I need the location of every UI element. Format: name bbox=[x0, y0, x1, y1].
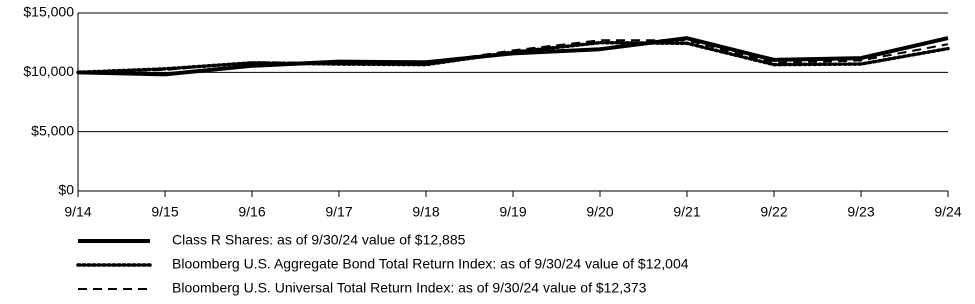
x-tick-label: 9/21 bbox=[673, 204, 700, 220]
x-tick-label: 9/15 bbox=[151, 204, 178, 220]
x-tick-label: 9/22 bbox=[760, 204, 787, 220]
legend-label: Class R Shares: as of 9/30/24 value of $… bbox=[172, 232, 466, 248]
legend-label: Bloomberg U.S. Aggregate Bond Total Retu… bbox=[172, 256, 689, 272]
x-tick-label: 9/19 bbox=[499, 204, 526, 220]
legend-label: Bloomberg U.S. Universal Total Return In… bbox=[172, 280, 647, 296]
x-tick-label: 9/18 bbox=[412, 204, 439, 220]
x-tick-label: 9/17 bbox=[325, 204, 352, 220]
x-tick-label: 9/14 bbox=[64, 204, 91, 220]
series-line bbox=[77, 39, 949, 74]
x-tick-label: 9/16 bbox=[238, 204, 265, 220]
x-tick-label: 9/24 bbox=[934, 204, 961, 220]
y-tick-label: $5,000 bbox=[31, 122, 74, 138]
y-tick-label: $15,000 bbox=[23, 4, 74, 20]
series-line bbox=[77, 36, 949, 77]
y-tick-label: $10,000 bbox=[23, 63, 74, 79]
y-tick-label: $0 bbox=[58, 182, 74, 198]
x-tick-label: 9/23 bbox=[847, 204, 874, 220]
x-tick-label: 9/20 bbox=[586, 204, 613, 220]
